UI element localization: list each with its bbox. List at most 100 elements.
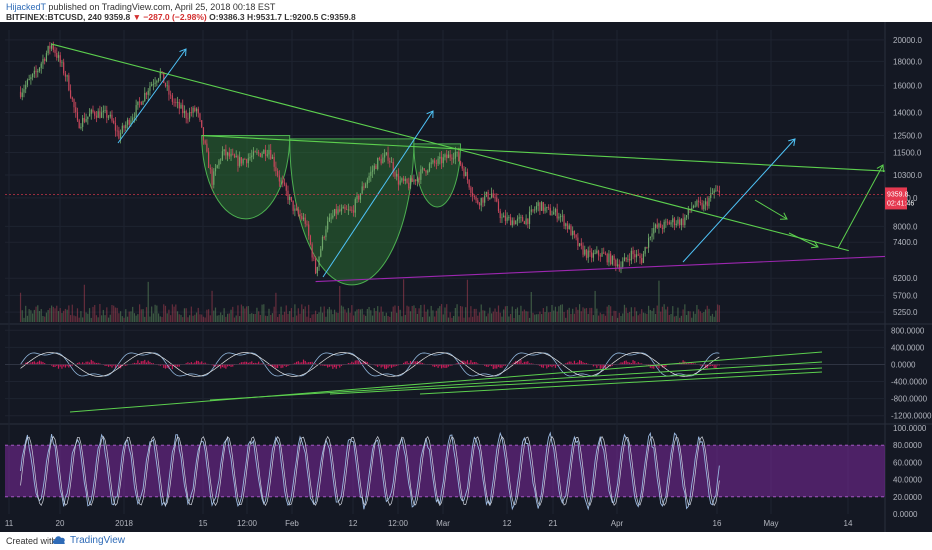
volume-bar [113,305,115,322]
volume-bar [373,308,375,322]
candle-body [211,169,213,185]
volume-bar [549,311,551,322]
macd-histogram-bar [175,364,177,367]
cyan-arrow-head [179,48,187,57]
chart-area[interactable]: 20000.0 18000.0 16000.0 14000.0 12500.0 11500… [0,22,932,532]
macd-histogram-bar [94,362,96,365]
macd-histogram-bar [641,363,643,365]
volume-bar [406,305,408,322]
candle-body [302,217,305,220]
symbol-label[interactable]: BITFINEX:BTCUSD, 240 [6,12,102,22]
candle-body [235,156,237,158]
macd-histogram-bar [544,364,546,366]
candle-body [440,156,443,164]
candle-body [107,116,110,118]
macd-tick-label: -400.0000 [891,378,928,387]
candle-body [466,171,469,180]
candle-body [558,216,560,219]
macd-histogram-bar [123,364,125,366]
macd-histogram-bar [440,364,443,369]
macd-histogram-bar [52,364,54,368]
macd-tick-label: 0.0000 [891,360,916,369]
macd-histogram-bar [80,363,82,365]
time-tick-label: 20 [56,519,65,528]
macd-histogram-bar [449,364,451,366]
candle-body [157,78,160,81]
volume-bar [214,307,217,322]
volume-bar [447,317,450,322]
macd-histogram-bar [201,361,203,365]
macd-histogram-bar [532,363,534,365]
tradingview-logo-text[interactable]: TradingView [70,535,126,546]
candle-body [437,158,439,164]
candle-body [627,258,629,260]
macd-histogram-bar [163,364,165,368]
macd-histogram-bar [213,364,215,367]
macd-histogram-bar [378,364,381,366]
volume-bar [663,304,665,322]
volume-bar [302,309,305,322]
macd-histogram-bar [287,364,289,367]
macd-tick-label: 800.0000 [891,326,925,335]
volume-bar [297,308,299,322]
candle-body [287,190,289,200]
macd-histogram-bar [587,363,589,365]
volume-bar [33,309,35,322]
volume-bar [352,315,355,322]
candle-body [263,149,265,154]
volume-bar [78,317,80,322]
volume-bar [349,312,351,322]
volume-bar [66,309,68,322]
candle-body [470,187,472,193]
author-link[interactable]: HijackedT [6,2,46,12]
macd-histogram-bar [30,362,32,365]
macd-histogram-bar [361,362,363,365]
macd-histogram-bar [560,364,562,366]
volume-bar [133,313,136,322]
volume-bar [125,309,127,322]
macd-histogram-bar [173,364,175,367]
macd-histogram-bar [328,364,330,367]
volume-bar [327,309,329,322]
candle-body [642,253,645,263]
volume-bar [99,304,101,322]
candle-body [389,160,391,163]
volume-bar [618,312,620,322]
price-tick-label: 5700.0 [893,291,918,300]
candle-body [142,100,144,105]
macd-histogram-bar [632,360,634,365]
volume-bar [118,313,120,322]
macd-histogram-bar [294,362,296,365]
candle-body [365,184,367,188]
candle-body [606,254,608,263]
volume-bar [204,317,206,322]
volume-bar [232,306,234,322]
candle-body [634,254,636,258]
low-value: L:9200.5 [284,12,319,22]
candle-body [278,175,280,182]
macd-histogram-bar [351,361,353,365]
candle-body [525,218,527,224]
volume-bar [273,306,275,322]
candle-body [544,207,546,212]
volume-bar [132,306,134,322]
volume-bar [461,306,463,322]
macd-histogram-bar [78,362,80,365]
volume-bar [332,314,334,322]
macd-histogram-bar [352,362,355,365]
candle-body [106,110,108,118]
volume-bar [389,316,391,322]
macd-histogram-bar [239,363,241,365]
volume-bar [494,308,496,322]
macd-histogram-bar [107,364,110,367]
macd-histogram-bar [109,364,111,367]
macd-histogram-bar [585,362,588,365]
candle-body [358,195,360,200]
macd-histogram-bar [289,364,291,366]
candle-body [425,170,427,173]
candle-body [25,84,27,90]
macd-histogram-bar [446,364,448,368]
macd-histogram-bar [192,363,194,365]
candle-body [318,256,320,268]
volume-bar [282,314,284,322]
